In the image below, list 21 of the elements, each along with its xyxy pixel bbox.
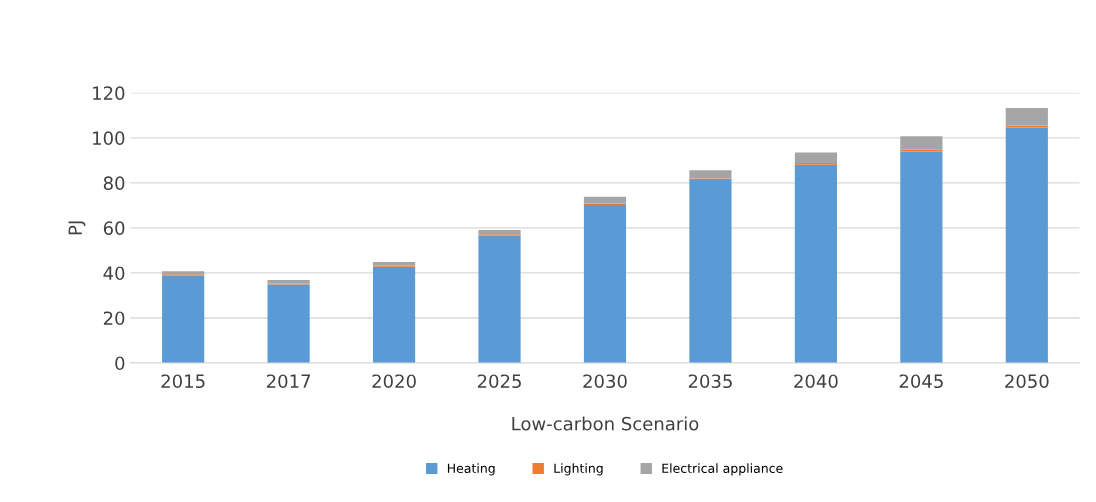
x-tick-label: 2040 [794, 374, 838, 389]
y-axis-title: PJ [68, 221, 86, 235]
x-tick-label: 2035 [688, 374, 732, 389]
y-tick-label: 80 [103, 176, 125, 191]
x-axis-title: Low-carbon Scenario [512, 416, 699, 431]
legend-label: Electrical appliance [662, 463, 783, 476]
y-tick-label: 100 [93, 131, 125, 145]
y-tick-label: 0 [115, 356, 125, 371]
y-tick-label: 60 [103, 221, 125, 236]
x-tick-label: 2025 [477, 374, 521, 389]
x-tick-label: 2050 [1005, 374, 1049, 389]
x-tick-label: 2020 [372, 374, 416, 389]
x-tick-label: 2045 [899, 374, 943, 389]
legend-label: Heating [447, 463, 495, 476]
x-tick-label: 2015 [161, 374, 205, 389]
y-tick-label: 120 [93, 86, 125, 100]
y-tick-label: 20 [103, 311, 125, 326]
legend-label: Lighting [554, 463, 603, 476]
x-tick-label: 2017 [266, 374, 311, 389]
y-tick-label: 40 [103, 266, 125, 281]
x-tick-label: 2030 [583, 374, 627, 389]
